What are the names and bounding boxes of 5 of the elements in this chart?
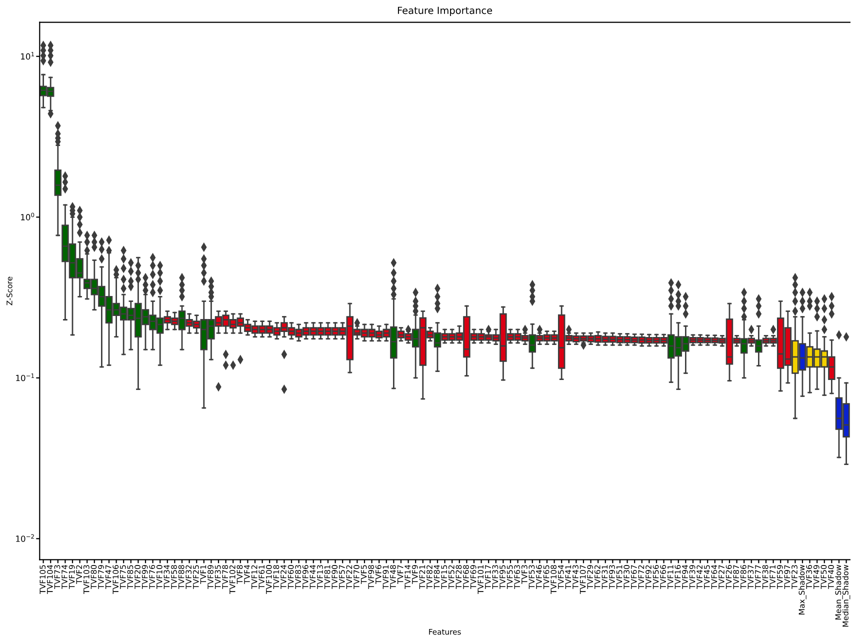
y-tick-label: 10$^{0}$: [21, 212, 34, 220]
chart-title: Feature Importance: [398, 6, 492, 16]
y-tick-label: 10$^{−1}$: [16, 374, 34, 382]
y-tick-label: 10$^{−2}$: [16, 534, 34, 542]
y-tick-label: 10$^{1}$: [21, 52, 34, 60]
